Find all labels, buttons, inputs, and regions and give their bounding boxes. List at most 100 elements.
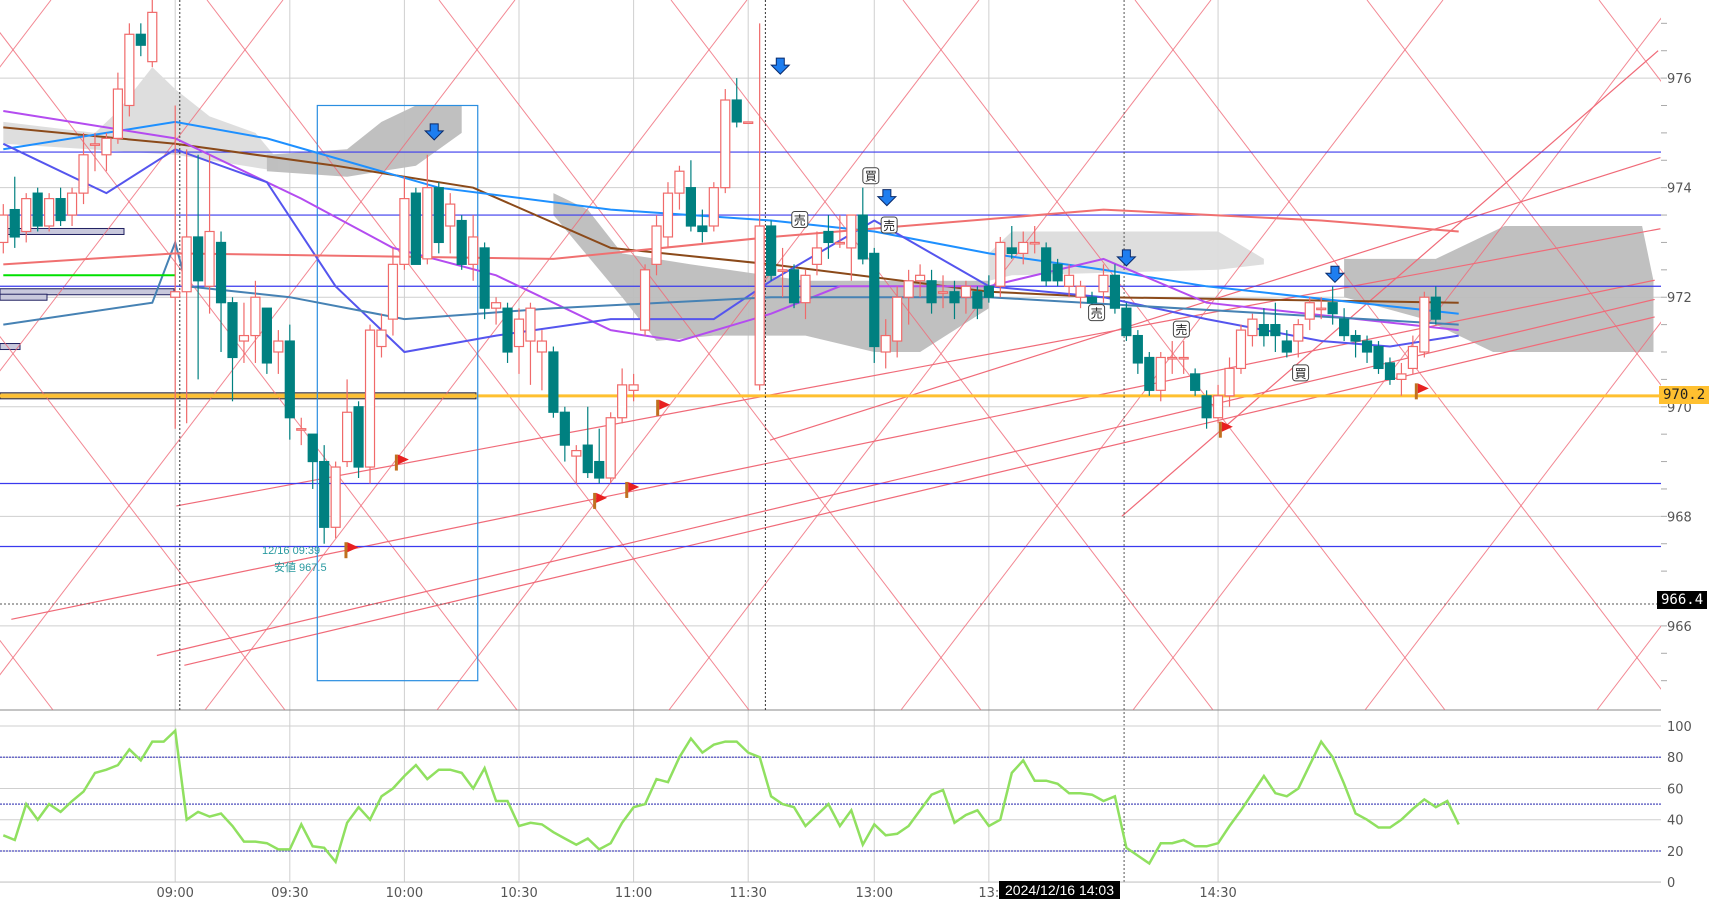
moving-average-line xyxy=(3,126,1459,304)
diagonal-line-down xyxy=(0,335,286,710)
candle xyxy=(0,214,9,244)
time-tick-label: 09:00 xyxy=(156,886,193,901)
candle xyxy=(399,198,410,265)
candle xyxy=(1029,241,1040,245)
flag-icon xyxy=(397,454,409,465)
time-tick-label: 13: xyxy=(978,886,999,901)
candle xyxy=(995,241,1006,287)
candle xyxy=(617,384,628,419)
support-price-tag: 970.2 xyxy=(1659,386,1710,404)
candle xyxy=(697,225,708,233)
price-volume-bar xyxy=(0,293,48,301)
candle xyxy=(708,187,719,227)
price-tick-label: 966 xyxy=(1667,620,1692,635)
candle xyxy=(21,198,32,233)
candle xyxy=(720,99,731,189)
candle xyxy=(662,192,674,238)
candle xyxy=(1373,345,1384,370)
candle xyxy=(594,460,605,479)
sell-arrow-icon xyxy=(876,189,898,207)
candle xyxy=(44,198,55,227)
diagonal-line-down xyxy=(438,0,982,710)
diagonal-line-up xyxy=(436,0,980,710)
candle xyxy=(548,351,559,413)
candle xyxy=(330,466,341,528)
signal-label: 売 xyxy=(883,218,895,233)
oscillator-tick-label: 100 xyxy=(1667,720,1692,735)
candle xyxy=(571,450,582,457)
candle xyxy=(869,252,880,348)
candle xyxy=(261,307,272,364)
candle xyxy=(1224,367,1235,397)
price-tick-label: 974 xyxy=(1667,182,1692,197)
time-tick-label: 11:30 xyxy=(729,886,766,901)
candle xyxy=(1247,318,1258,337)
candle xyxy=(880,334,891,353)
trendline xyxy=(184,316,1655,666)
candle xyxy=(513,318,525,348)
candle xyxy=(78,154,89,194)
candle xyxy=(536,340,548,353)
flag-icon xyxy=(659,399,671,410)
candle xyxy=(582,444,593,474)
moving-average-line xyxy=(3,120,1459,315)
candle xyxy=(1281,340,1292,353)
candle xyxy=(55,198,66,222)
time-tick-label: 10:00 xyxy=(386,886,423,901)
sell-arrow-icon xyxy=(1324,265,1346,284)
flag-pole-icon xyxy=(625,481,629,498)
candle xyxy=(502,307,513,353)
time-tick-label: 11:00 xyxy=(615,886,652,901)
range-box xyxy=(316,104,479,682)
candle xyxy=(112,88,124,139)
candle xyxy=(674,170,685,194)
candle xyxy=(1018,241,1029,254)
candle xyxy=(353,406,364,468)
flag-icon xyxy=(628,481,640,492)
low-annotation-time: 12/16 09:39 xyxy=(262,545,321,557)
candle xyxy=(124,33,135,107)
candle xyxy=(983,285,994,298)
candle xyxy=(1270,324,1281,337)
signal-label: 買 xyxy=(865,170,877,184)
oscillator-line xyxy=(2,728,1460,866)
candle xyxy=(914,274,926,282)
candle xyxy=(903,280,914,298)
candle xyxy=(284,340,295,419)
candle xyxy=(1304,302,1315,320)
candle xyxy=(1407,345,1418,370)
cloud-segment xyxy=(553,193,989,352)
candle xyxy=(66,192,78,216)
price-tick-label: 968 xyxy=(1667,510,1692,525)
candle xyxy=(766,225,777,276)
candle xyxy=(215,241,227,304)
candle xyxy=(1075,285,1086,298)
candle xyxy=(949,291,960,304)
flag-pole-icon xyxy=(344,542,348,559)
price-tick-label: 970 xyxy=(1667,401,1692,416)
candle xyxy=(1155,356,1166,391)
candle xyxy=(1144,356,1155,391)
candle xyxy=(296,428,307,431)
candle xyxy=(319,460,330,528)
oscillator-tick-label: 60 xyxy=(1667,782,1684,797)
diagonal-line-up xyxy=(1364,321,1661,710)
horizontal-lines xyxy=(0,0,1661,882)
price-tick-label: 976 xyxy=(1667,72,1692,87)
oscillator-tick-label: 80 xyxy=(1667,751,1684,766)
candle xyxy=(743,121,754,125)
flag-pole-icon xyxy=(593,492,597,509)
candle xyxy=(800,274,811,304)
candle xyxy=(445,203,456,227)
sell-arrow-icon xyxy=(770,57,791,75)
candle xyxy=(892,296,903,342)
price-tick-label: 972 xyxy=(1667,291,1692,306)
candle xyxy=(1006,247,1017,254)
candle xyxy=(960,285,972,298)
candle xyxy=(605,417,616,479)
candle xyxy=(1339,318,1350,337)
candle xyxy=(1396,373,1407,380)
trendline xyxy=(11,279,1655,620)
cloud-segment xyxy=(3,67,279,172)
